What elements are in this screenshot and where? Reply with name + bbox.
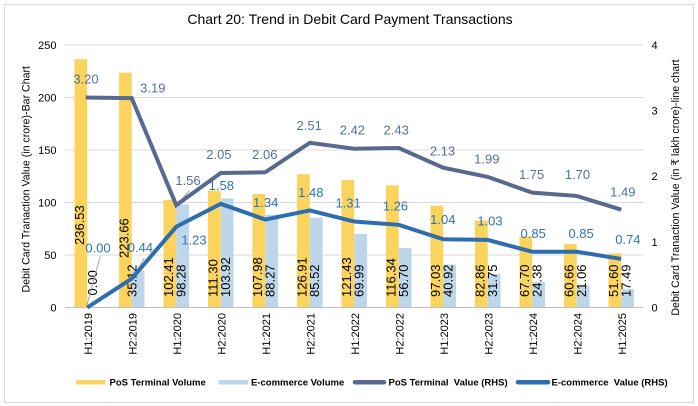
svg-text:2.06: 2.06 [252,147,277,162]
svg-text:2.42: 2.42 [340,122,365,137]
svg-text:17.49: 17.49 [619,264,634,297]
svg-text:1.56: 1.56 [175,173,200,188]
svg-text:82.86: 82.86 [472,264,487,297]
svg-text:223.66: 223.66 [116,218,131,258]
svg-text:0: 0 [50,303,56,315]
svg-text:200: 200 [38,93,56,105]
svg-text:51.60: 51.60 [606,264,621,297]
svg-text:100: 100 [38,198,56,210]
svg-text:H2:2021: H2:2021 [306,313,318,355]
svg-text:H2:2024: H2:2024 [573,313,585,355]
svg-text:H2:2019: H2:2019 [128,313,140,355]
svg-text:88.27: 88.27 [263,264,278,297]
svg-text:4: 4 [652,40,658,52]
svg-text:116.34: 116.34 [383,258,398,297]
svg-text:2.13: 2.13 [430,144,455,159]
svg-text:2.05: 2.05 [206,147,231,162]
svg-text:PoS Terminal Volume: PoS Terminal Volume [110,377,206,388]
svg-text:0.44: 0.44 [128,240,153,255]
svg-text:1.99: 1.99 [474,151,499,166]
svg-text:60.66: 60.66 [561,264,576,297]
svg-text:1: 1 [652,237,658,249]
svg-text:69.99: 69.99 [352,264,367,297]
svg-text:H1:2020: H1:2020 [172,313,184,355]
svg-text:Debit Card Tranaction Value (i: Debit Card Tranaction Value (in ₹ lakh c… [670,59,682,315]
svg-text:0.85: 0.85 [568,226,593,241]
svg-text:3.19: 3.19 [140,80,165,95]
svg-text:H1:2024: H1:2024 [528,313,540,355]
svg-text:H1:2023: H1:2023 [439,313,451,355]
svg-text:150: 150 [38,145,56,157]
svg-text:2: 2 [652,171,658,183]
svg-text:50: 50 [44,250,56,262]
svg-text:H2:2022: H2:2022 [395,313,407,355]
svg-text:1.04: 1.04 [430,212,455,227]
svg-text:H2:2023: H2:2023 [484,313,496,355]
svg-text:107.98: 107.98 [250,257,265,297]
svg-text:111.30: 111.30 [205,259,220,297]
svg-text:126.91: 126.91 [294,257,309,297]
svg-text:2.43: 2.43 [384,122,409,137]
svg-text:1.34: 1.34 [253,195,278,210]
svg-text:1.49: 1.49 [610,184,635,199]
svg-text:102.41: 102.41 [161,257,176,297]
svg-text:1.58: 1.58 [209,178,234,193]
svg-text:1.23: 1.23 [181,233,206,248]
svg-text:2.51: 2.51 [297,118,322,133]
svg-text:85.52: 85.52 [307,264,322,297]
svg-text:121.43: 121.43 [339,257,354,297]
svg-text:97.03: 97.03 [428,264,443,297]
svg-text:31.75: 31.75 [485,264,500,297]
svg-text:1.31: 1.31 [335,196,360,211]
svg-text:3: 3 [652,106,658,118]
svg-text:0: 0 [652,303,658,315]
svg-text:Debit Card Tranaction Value (i: Debit Card Tranaction Value (in crore)-B… [20,66,32,293]
svg-text:1.03: 1.03 [477,214,502,229]
svg-text:E-commerce Value (RHS): E-commerce Value (RHS) [552,377,668,388]
svg-text:1.70: 1.70 [565,167,590,182]
svg-text:1.26: 1.26 [383,198,408,213]
svg-text:56.70: 56.70 [396,264,411,297]
svg-text:PoS Terminal Value (RHS): PoS Terminal Value (RHS) [389,377,508,388]
svg-text:H1:2019: H1:2019 [83,313,95,355]
svg-text:E-commerce Volume: E-commerce Volume [251,377,344,388]
svg-text:3.20: 3.20 [73,72,98,87]
svg-text:1.75: 1.75 [519,167,544,182]
svg-text:0.00: 0.00 [85,240,110,255]
svg-text:0.74: 0.74 [615,232,640,247]
svg-text:H1:2021: H1:2021 [261,313,273,355]
svg-text:Chart 20: Trend in Debit Card: Chart 20: Trend in Debit Card Payment Tr… [187,11,512,27]
svg-text:103.92: 103.92 [218,257,233,297]
svg-text:H1:2022: H1:2022 [350,313,362,355]
svg-text:0.85: 0.85 [521,226,546,241]
svg-text:24.38: 24.38 [530,264,545,297]
svg-text:98.28: 98.28 [174,264,189,297]
svg-text:236.53: 236.53 [72,205,87,245]
svg-text:40.92: 40.92 [441,264,456,297]
svg-text:67.70: 67.70 [517,264,532,297]
svg-text:H2:2020: H2:2020 [217,313,229,355]
svg-text:H1:2025: H1:2025 [617,313,629,355]
svg-text:1.48: 1.48 [298,185,323,200]
svg-text:21.06: 21.06 [574,264,589,297]
svg-text:250: 250 [38,40,56,52]
